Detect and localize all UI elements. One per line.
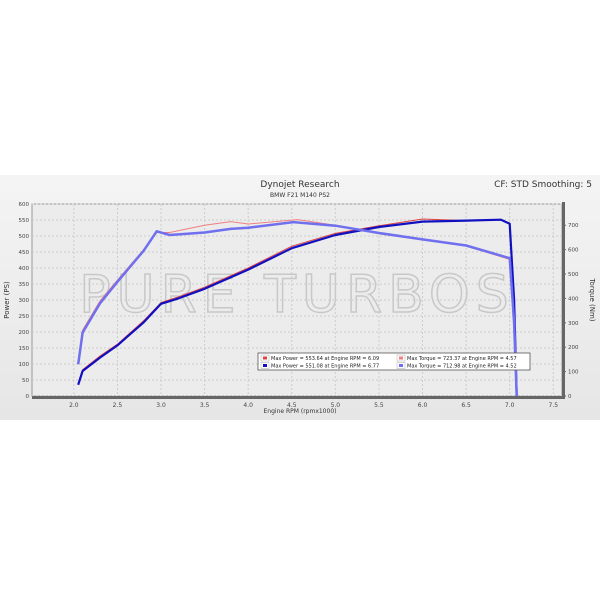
legend-entry: Max Power = 551.08 at Engine RPM = 6.77 [271, 364, 379, 370]
y-tick-label: 50 [22, 378, 29, 384]
series-line [77, 218, 518, 397]
y2-tick-label: 0 [568, 394, 572, 400]
y2-tick-label: 200 [568, 345, 579, 351]
x-tick-label: 6.0 [418, 402, 428, 409]
y-tick-label: 500 [19, 234, 30, 240]
x-tick-label: 3.5 [200, 402, 210, 409]
y2-tick-label: 100 [568, 370, 579, 376]
y-tick-label: 100 [19, 362, 30, 368]
chart-panel: Dynojet Research BMW F21 M140 PS2 CF: ST… [0, 175, 600, 420]
x-tick-label: 4.5 [287, 402, 297, 409]
x-tick-label: 6.5 [461, 402, 471, 409]
y2-axis-bar [562, 202, 565, 399]
x-tick-label: 5.0 [331, 402, 341, 409]
y-tick-label: 0 [26, 394, 30, 400]
legend-swatch [399, 356, 403, 360]
legend-swatch [263, 356, 267, 360]
y-tick-label: 600 [19, 202, 30, 208]
chart-title: Dynojet Research [260, 180, 340, 190]
series-line [76, 220, 518, 397]
legend [257, 352, 531, 371]
y2-tick-label: 700 [568, 223, 579, 229]
x-tick-label: 4.0 [243, 402, 253, 409]
x-tick-label: 5.5 [374, 402, 384, 409]
y-tick-label: 550 [19, 218, 30, 224]
x-tick-label: 2.0 [69, 402, 79, 409]
y2-tick-label: 300 [568, 321, 579, 327]
y-tick-label: 450 [19, 250, 30, 256]
legend-entry: Max Power = 553.64 at Engine RPM = 6.09 [271, 356, 379, 362]
x-axis-label: Engine RPM (rpmx1000) [263, 408, 337, 415]
legend-swatch [263, 364, 267, 367]
x-axis-bar [32, 396, 562, 399]
y-tick-label: 300 [19, 298, 30, 304]
x-tick-label: 7.0 [505, 402, 515, 409]
y2-tick-label: 500 [568, 272, 579, 278]
y2-tick-label: 400 [568, 296, 579, 302]
corner-note: CF: STD Smoothing: 5 [494, 180, 592, 190]
y-tick-label: 250 [19, 314, 30, 320]
y-tick-label: 150 [19, 346, 30, 352]
legend-entry: Max Torque = 712.98 at Engine RPM = 4.52 [407, 364, 517, 370]
y-tick-label: 350 [19, 282, 30, 288]
y-tick-label: 400 [19, 266, 30, 272]
y-tick-label: 200 [19, 330, 30, 336]
x-tick-label: 2.5 [113, 402, 123, 409]
x-tick-label: 3.0 [156, 402, 166, 409]
chart-subtitle: BMW F21 M140 PS2 [270, 192, 330, 199]
y2-tick-label: 600 [568, 248, 579, 254]
legend-swatch [399, 364, 403, 367]
legend-entry: Max Torque = 723.37 at Engine RPM = 4.57 [407, 356, 517, 362]
x-tick-label: 7.5 [549, 402, 559, 409]
